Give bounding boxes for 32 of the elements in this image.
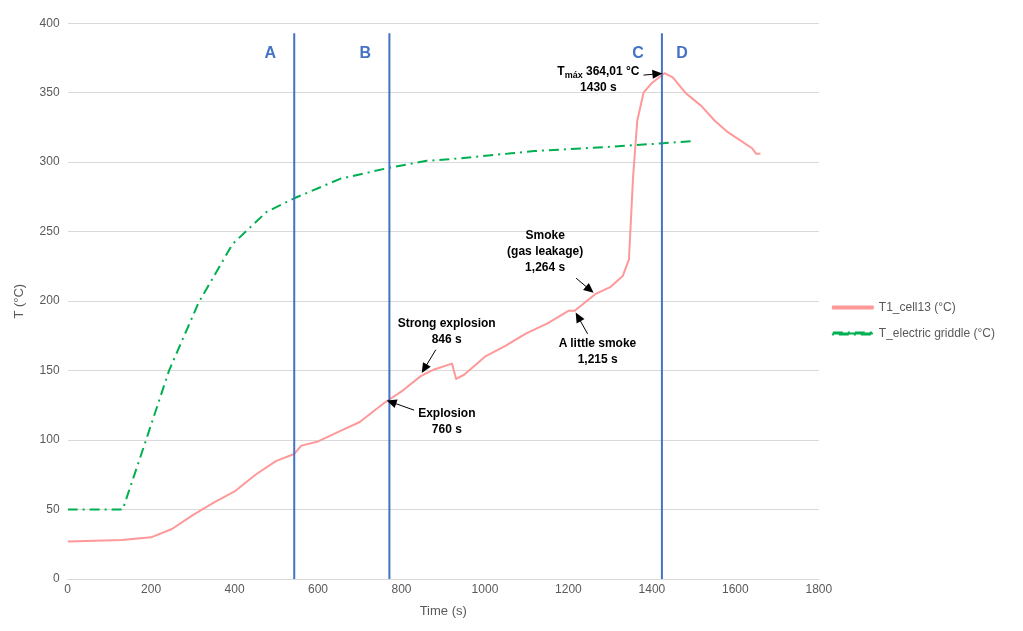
x-tick-label: 0 [64, 581, 72, 596]
x-tick-label: 800 [391, 581, 412, 596]
legend-label: T1_cell13 (°C) [878, 299, 956, 314]
y-tick-label: 0 [52, 571, 60, 586]
ref-line-label: A [264, 43, 277, 61]
y-tick-label: 250 [39, 223, 60, 238]
ref-line-label: C [632, 43, 645, 61]
x-tick-label: 600 [308, 581, 329, 596]
y-axis-title: T (°C) [11, 283, 27, 319]
annotation: Explosion 760 s [418, 406, 476, 437]
x-tick-label: 400 [224, 581, 245, 596]
x-tick-label: 1000 [471, 581, 499, 596]
y-tick-label: 200 [39, 293, 60, 308]
x-tick-label: 200 [141, 581, 162, 596]
x-tick-label: 1600 [722, 581, 750, 596]
y-tick-label: 300 [39, 154, 60, 169]
x-axis-title: Time (s) [419, 602, 467, 618]
line-series [67, 140, 692, 511]
y-tick-label: 50 [46, 501, 60, 516]
y-tick-label: 100 [39, 432, 60, 447]
annotation: A little smoke 1,215 s [558, 336, 637, 367]
annotation: D [676, 43, 688, 61]
x-tick-label: 1400 [638, 581, 666, 596]
x-tick-label: 1200 [555, 581, 583, 596]
annotation: Smoke (gas leakage) 1,264 s [507, 228, 584, 275]
y-tick-label: 350 [39, 84, 60, 99]
annotation: Strong explosion 846 s [397, 316, 496, 347]
ref-line-label: B [359, 43, 372, 61]
y-tick-label: 400 [39, 15, 60, 30]
legend-label: T_electric griddle (°C) [878, 325, 996, 340]
x-tick-label: 1800 [805, 581, 833, 596]
y-tick-label: 150 [39, 362, 60, 377]
